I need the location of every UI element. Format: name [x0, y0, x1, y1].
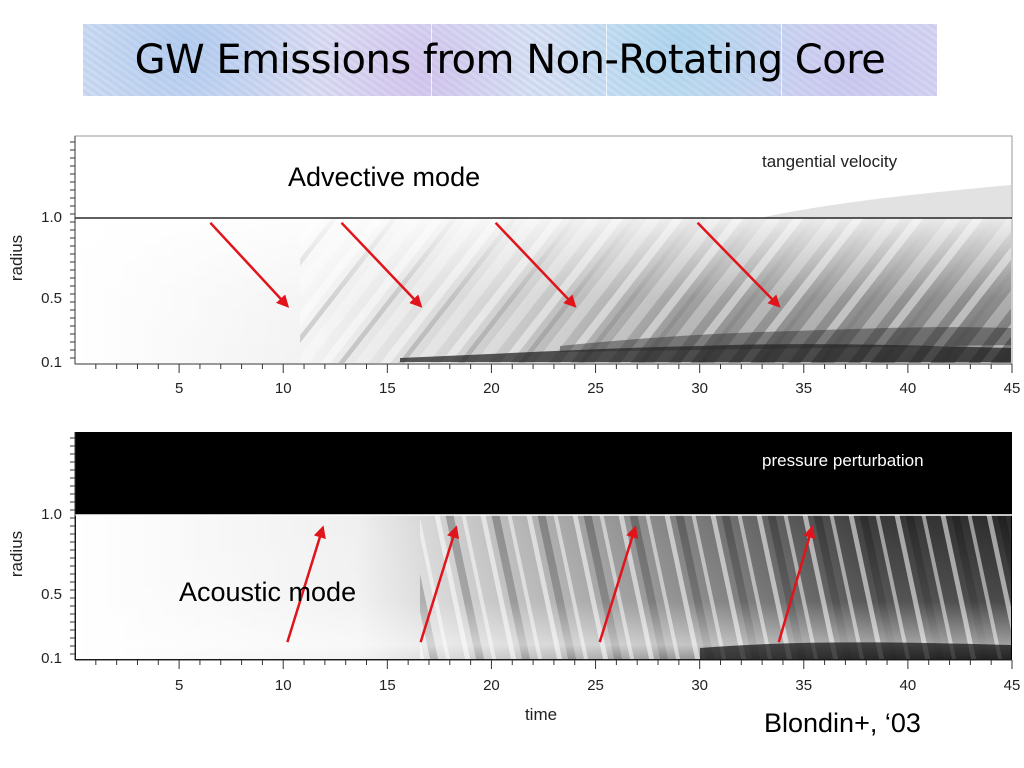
- x-tick-label: 35: [795, 380, 812, 397]
- x-tick-label: 25: [587, 380, 604, 397]
- x-tick-label: 30: [691, 380, 708, 397]
- top-arrows: [209, 221, 781, 308]
- x-tick-label: 20: [483, 380, 500, 397]
- x-tick-label: 40: [900, 380, 917, 397]
- top-panel: tangential velocity 1.0 0.5 0.1 radius 5…: [7, 135, 1020, 397]
- mode-arrow: [777, 525, 816, 643]
- bottom-inner-label: pressure perturbation: [762, 451, 924, 470]
- bottom-ylabel: radius: [7, 531, 26, 577]
- top-ytick-label: 0.5: [41, 290, 62, 307]
- bottom-panel: pressure perturbation 1.0 0.5 0.1 radius…: [7, 432, 1020, 724]
- x-tick-label: 35: [795, 677, 812, 694]
- mode-arrow: [286, 525, 326, 643]
- bottom-xlabel: time: [525, 705, 557, 724]
- mode-arrow: [340, 221, 423, 308]
- top-velocity-shading: [76, 218, 1011, 363]
- top-ylabel: radius: [7, 235, 26, 281]
- bottom-axis-ticks: [70, 432, 1013, 669]
- mode-arrow: [598, 525, 639, 643]
- x-tick-label: 15: [379, 380, 396, 397]
- top-ytick-label: 0.1: [41, 354, 62, 371]
- x-tick-label: 45: [1004, 380, 1021, 397]
- x-tick-label: 45: [1004, 677, 1021, 694]
- top-dark-band-upper: [560, 327, 1011, 352]
- x-tick-label: 30: [691, 677, 708, 694]
- top-dark-band: [400, 344, 1011, 362]
- bottom-ytick-label: 0.1: [41, 650, 62, 667]
- banner-divider: [431, 24, 432, 96]
- x-tick-label: 10: [275, 380, 292, 397]
- bottom-ytick-label: 1.0: [41, 506, 62, 523]
- slide-title: GW Emissions from Non-Rotating Core: [134, 37, 886, 83]
- x-tick-label: 25: [587, 677, 604, 694]
- x-tick-label: 40: [900, 677, 917, 694]
- top-ytick-label: 1.0: [41, 209, 62, 226]
- x-tick-label: 5: [175, 380, 183, 397]
- banner-divider: [606, 24, 607, 96]
- mode-arrow: [209, 221, 290, 308]
- bottom-dark-band: [700, 642, 1011, 659]
- mode-arrow: [696, 221, 781, 308]
- bottom-ytick-label: 0.5: [41, 586, 62, 603]
- top-xtick-labels: 5 10 15 20 25 30 35 40 45: [175, 380, 1020, 397]
- bottom-pressure-shading: [76, 515, 1011, 659]
- bottom-arrows: [286, 525, 816, 643]
- top-shock-expansion: [760, 185, 1011, 218]
- top-axis-ticks: [70, 136, 1013, 373]
- x-tick-label: 20: [483, 677, 500, 694]
- x-tick-label: 15: [379, 677, 396, 694]
- mode-arrow: [494, 221, 577, 308]
- mode-arrow: [419, 525, 460, 643]
- banner-divider: [781, 24, 782, 96]
- x-tick-label: 5: [175, 677, 183, 694]
- top-inner-label: tangential velocity: [762, 152, 898, 171]
- bottom-xtick-labels: 5 10 15 20 25 30 35 40 45: [175, 677, 1020, 694]
- x-tick-label: 10: [275, 677, 292, 694]
- acoustic-mode-label: Acoustic mode: [179, 577, 356, 607]
- title-banner: GW Emissions from Non-Rotating Core: [83, 24, 937, 96]
- citation: Blondin+, ‘03: [764, 708, 921, 738]
- advective-mode-label: Advective mode: [288, 162, 480, 192]
